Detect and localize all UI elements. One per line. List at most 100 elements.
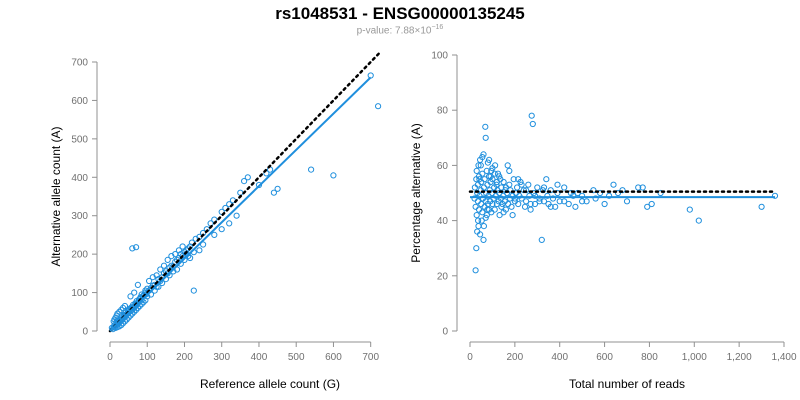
right-x-tick-label: 1,400	[771, 352, 796, 363]
right-data-point	[536, 198, 543, 205]
right-data-point	[496, 173, 503, 180]
left-data-point	[375, 103, 382, 110]
right-data-point	[771, 192, 779, 199]
left-y-axis-label: Alternative allele count (A)	[49, 126, 63, 266]
left-data-point	[226, 220, 233, 227]
right-data-point	[525, 181, 532, 188]
left-data-point	[133, 306, 140, 313]
right-data-point	[544, 192, 551, 199]
right-data-point	[529, 120, 536, 128]
left-data-point	[129, 245, 136, 252]
right-y-axis-label: Percentage alternative (A)	[409, 123, 423, 262]
right-data-point	[635, 184, 642, 191]
left-x-axis-label: Reference allele count (G)	[200, 377, 340, 391]
left-y-tick-label: 600	[71, 96, 88, 107]
left-data-point	[133, 244, 140, 251]
right-data-point	[475, 217, 482, 224]
right-x-tick-label: 200	[507, 352, 524, 363]
right-data-point	[639, 184, 646, 191]
right-data-point	[473, 245, 480, 252]
left-data-point	[121, 318, 129, 325]
right-y-tick-label: 0	[442, 327, 448, 338]
right-data-point	[482, 123, 489, 130]
right-data-point	[610, 181, 617, 188]
right-data-point	[614, 189, 622, 197]
right-x-tick-label: 1,000	[682, 352, 707, 363]
left-data-point	[218, 226, 225, 233]
left-data-point	[131, 289, 138, 296]
left-y-tick-label: 200	[71, 250, 88, 261]
left-data-point	[274, 185, 281, 192]
right-data-point	[543, 176, 550, 183]
right-data-point	[514, 184, 521, 191]
left-x-tick-label: 500	[288, 352, 305, 363]
left-data-point	[179, 243, 186, 250]
right-data-point	[644, 203, 651, 210]
right-data-point	[686, 206, 693, 213]
left-data-point	[200, 241, 207, 248]
right-data-point	[623, 198, 631, 205]
left-data-point	[123, 316, 130, 323]
left-data-point	[125, 314, 132, 321]
left-data-point	[121, 302, 129, 310]
right-data-point	[547, 203, 554, 210]
right-data-point	[657, 189, 664, 197]
right-y-tick-label: 20	[437, 271, 449, 282]
right-data-point	[518, 181, 525, 188]
left-data-point	[241, 178, 248, 185]
right-data-point	[531, 200, 539, 208]
right-data-point	[590, 187, 597, 194]
left-data-point	[237, 189, 244, 196]
p-value-exponent: −16	[431, 24, 444, 31]
left-y-tick-label: 100	[71, 288, 88, 299]
right-data-point	[601, 200, 608, 208]
left-data-point	[127, 312, 134, 319]
right-data-point	[508, 203, 515, 210]
right-data-point	[486, 156, 493, 163]
left-x-tick-label: 400	[251, 352, 268, 363]
right-data-point	[549, 195, 557, 202]
left-data-point	[116, 308, 123, 315]
right-data-point	[530, 189, 538, 197]
right-data-point	[507, 187, 514, 194]
right-data-point	[527, 206, 534, 213]
right-data-point	[479, 170, 486, 177]
right-data-point	[556, 198, 563, 205]
right-data-point	[489, 200, 496, 208]
right-data-point	[504, 162, 511, 169]
left-data-point	[160, 262, 168, 269]
right-data-point	[506, 167, 513, 174]
right-data-point	[565, 200, 572, 208]
right-data-point	[527, 200, 534, 208]
right-y-tick-label: 80	[437, 106, 449, 117]
right-data-point	[619, 187, 626, 194]
right-data-point	[695, 217, 702, 224]
right-data-point	[552, 203, 559, 210]
left-x-tick-label: 300	[213, 352, 230, 363]
right-data-point	[509, 212, 516, 219]
p-value-label: p-value: 7.88×10	[356, 25, 432, 37]
chart-subtitle: p-value: 7.88×10−16	[0, 24, 800, 36]
left-data-point	[127, 293, 134, 300]
left-data-point	[270, 189, 277, 196]
right-data-point	[506, 181, 513, 188]
right-data-point	[478, 217, 485, 224]
left-y-tick-label: 300	[71, 211, 88, 222]
right-data-point	[592, 195, 599, 202]
right-y-tick-label: 40	[437, 216, 449, 227]
left-data-point	[308, 166, 315, 173]
left-data-point	[330, 172, 337, 179]
right-data-point	[510, 176, 517, 183]
left-data-point	[164, 256, 171, 263]
left-x-tick-label: 600	[325, 352, 342, 363]
right-data-point	[531, 192, 539, 199]
right-data-point	[482, 134, 489, 141]
left-data-point	[172, 251, 179, 258]
right-data-point	[484, 206, 491, 213]
right-data-point	[475, 162, 482, 169]
left-x-tick-label: 0	[107, 352, 113, 363]
left-x-tick-label: 200	[176, 352, 193, 363]
left-data-point	[119, 304, 127, 311]
left-data-point	[134, 281, 141, 288]
